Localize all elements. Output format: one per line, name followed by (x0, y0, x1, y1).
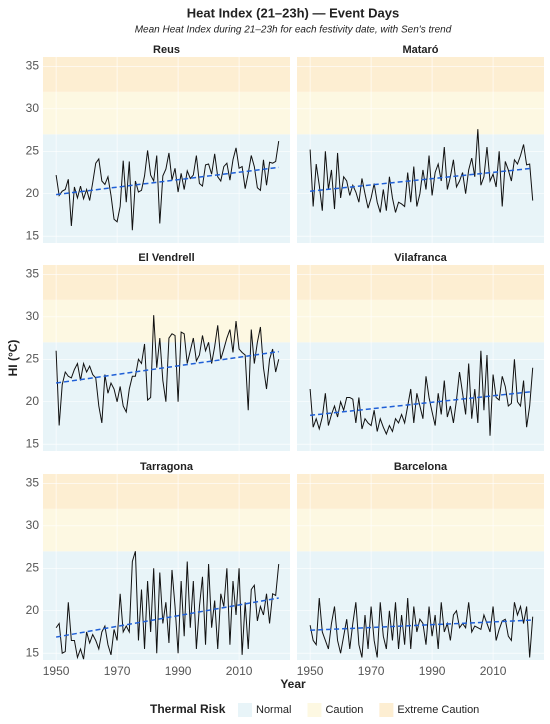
risk-band (297, 342, 544, 451)
risk-band (43, 265, 290, 300)
x-tick-label: 1990 (165, 664, 192, 678)
legend-label: Caution (325, 704, 363, 716)
hi-line (309, 597, 534, 658)
panel-title: El Vendrell (138, 252, 194, 264)
trend-line (56, 166, 279, 196)
legend-label: Normal (256, 704, 291, 716)
y-tick-label: 20 (26, 603, 40, 617)
x-tick-label: 1950 (43, 664, 70, 678)
risk-band (297, 57, 544, 92)
hi-line (309, 129, 534, 213)
risk-band (43, 57, 290, 92)
risk-band (297, 508, 544, 552)
y-axis-title: HI (°C) (6, 340, 20, 377)
risk-band (297, 551, 544, 660)
hi-line (55, 315, 280, 426)
risk-band (297, 91, 544, 135)
y-tick-label: 15 (26, 645, 40, 659)
panel-title: Barcelona (394, 461, 448, 473)
legend-swatch (307, 703, 322, 717)
x-tick-label: 1970 (104, 664, 131, 678)
trend-line (55, 597, 279, 638)
y-tick-label: 30 (26, 518, 40, 532)
x-tick-label: 2010 (226, 664, 253, 678)
chart-title: Heat Index (21–23h) — Event Days (187, 5, 399, 20)
risk-band (43, 474, 290, 509)
risk-band (297, 474, 544, 509)
x-tick-label: 1990 (419, 664, 446, 678)
risk-band (43, 134, 290, 243)
y-tick-label: 20 (26, 394, 40, 408)
risk-band (43, 91, 290, 135)
x-axis-title: Year (280, 677, 306, 691)
y-tick-label: 35 (26, 267, 40, 281)
trend-line (310, 390, 533, 417)
panel-title: Mataró (402, 44, 438, 56)
trend-line (310, 167, 533, 192)
hi-line (309, 350, 534, 436)
hi-line (55, 551, 280, 660)
legend-swatch (379, 703, 394, 717)
risk-band (297, 299, 544, 343)
legend-title: Thermal Risk (150, 702, 226, 716)
panel-title: Vilafranca (394, 252, 447, 264)
hi-line (55, 141, 280, 231)
panel-title: Reus (153, 44, 180, 56)
trend-line (56, 350, 279, 384)
y-tick-label: 30 (26, 101, 40, 115)
risk-band (43, 508, 290, 552)
y-tick-label: 25 (26, 351, 40, 365)
x-tick-label: 2010 (480, 664, 507, 678)
y-tick-label: 25 (26, 560, 40, 574)
risk-band (297, 265, 544, 300)
y-tick-label: 15 (26, 436, 40, 450)
trend-line (310, 619, 533, 632)
legend-swatch (238, 703, 252, 717)
y-tick-label: 25 (26, 143, 40, 157)
x-tick-label: 1950 (297, 664, 324, 678)
y-tick-label: 35 (26, 476, 40, 490)
y-tick-label: 15 (26, 228, 40, 242)
y-tick-label: 20 (26, 186, 40, 200)
y-tick-label: 35 (26, 59, 40, 73)
chart-subtitle: Mean Heat Index during 21–23h for each f… (135, 25, 452, 36)
y-tick-label: 30 (26, 309, 40, 323)
x-tick-label: 1970 (358, 664, 385, 678)
legend-label: Extreme Caution (397, 704, 479, 716)
panel-title: Tarragona (140, 461, 194, 473)
risk-band (43, 299, 290, 343)
